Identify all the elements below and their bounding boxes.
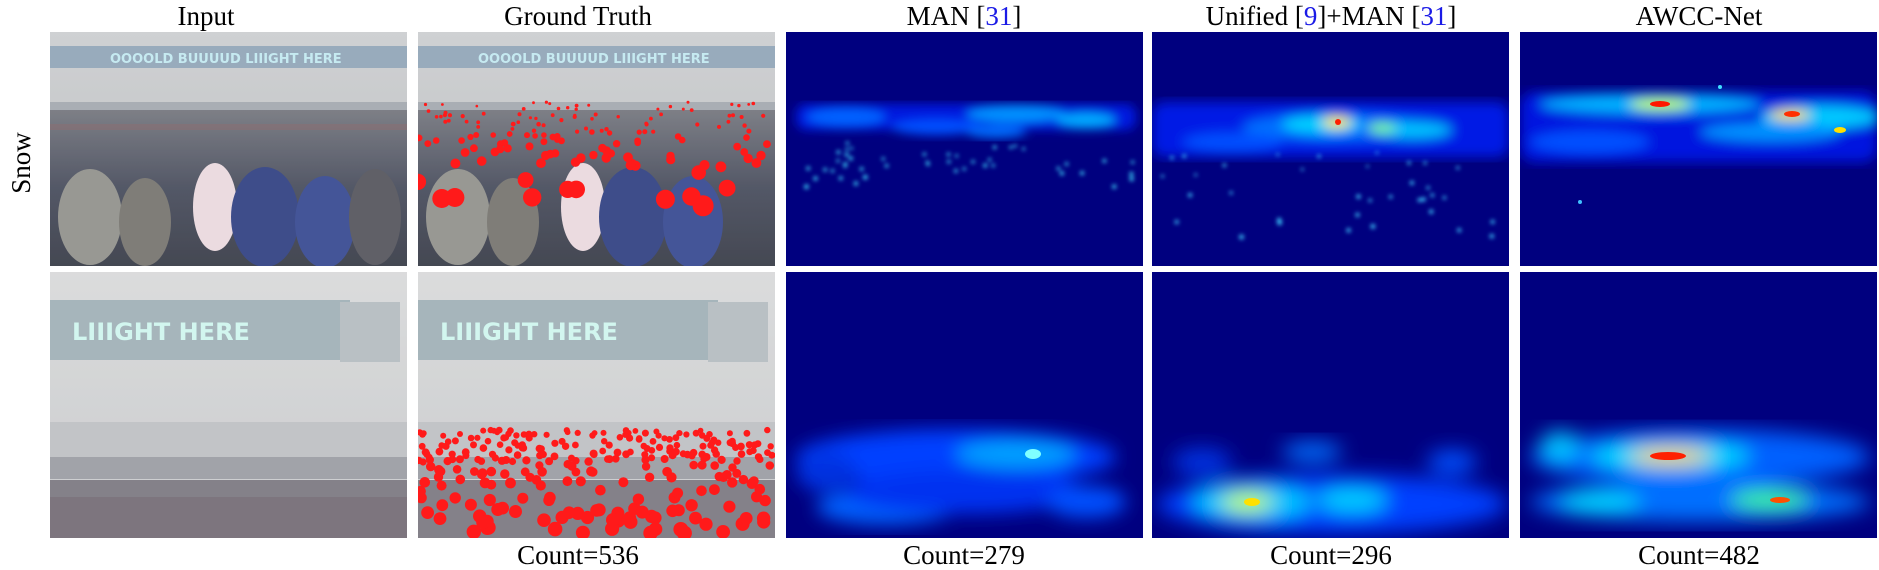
svg-text:OOOOLD BUUUUD LIIIGHT HE: OOOOLD BUUUUD LIIIGHT HERE [478, 52, 710, 67]
svg-text:LIIIGHT HERE: LIIIGHT HERE [72, 318, 250, 346]
unified-man-density-map-row2 [1152, 272, 1509, 538]
awcc-net-density-map-row2 [1520, 272, 1877, 538]
svg-text:OOOOLD BUUUUD LIIIGHT HE: OOOOLD BUUUUD LIIIGHT HERE [110, 52, 342, 67]
column-title-input: Input [177, 1, 235, 31]
input-image-row1: OOOOLD BUUUUD LIIIGHT HERE [50, 32, 407, 266]
annotation-dots [418, 100, 771, 217]
man-density-map-row2 [786, 272, 1143, 538]
column-title-unified-man: Unified [9]+MAN [31] [1205, 1, 1457, 31]
input-image-row2: LIIIGHT HERE [50, 272, 407, 538]
citation-link[interactable]: 31 [1420, 1, 1448, 31]
citation-link[interactable]: 9 [1303, 1, 1318, 31]
column-title-ground-truth: Ground Truth [504, 1, 652, 31]
man-density-map-row1 [786, 32, 1143, 266]
column-title-man: MAN [31] [906, 1, 1022, 31]
row-label-snow: Snow [6, 132, 36, 194]
citation-link[interactable]: 31 [985, 1, 1013, 31]
awcc-net-density-map-row1 [1520, 32, 1877, 266]
count-ground-truth: Count=536 [517, 540, 639, 570]
annotation-dots [418, 426, 775, 538]
column-title-awcc-net: AWCC-Net [1635, 1, 1763, 31]
count-man: Count=279 [903, 540, 1025, 570]
count-unified-man: Count=296 [1270, 540, 1392, 570]
svg-text:LIIIGHT HERE: LIIIGHT HERE [440, 318, 618, 346]
unified-man-density-map-row1 [1152, 32, 1509, 266]
count-awcc-net: Count=482 [1638, 540, 1760, 570]
ground-truth-image-row1: OOOOLD BUUUUD LIIIGHT HERE [418, 32, 775, 266]
ground-truth-image-row2: LIIIGHT HERE [418, 272, 775, 538]
